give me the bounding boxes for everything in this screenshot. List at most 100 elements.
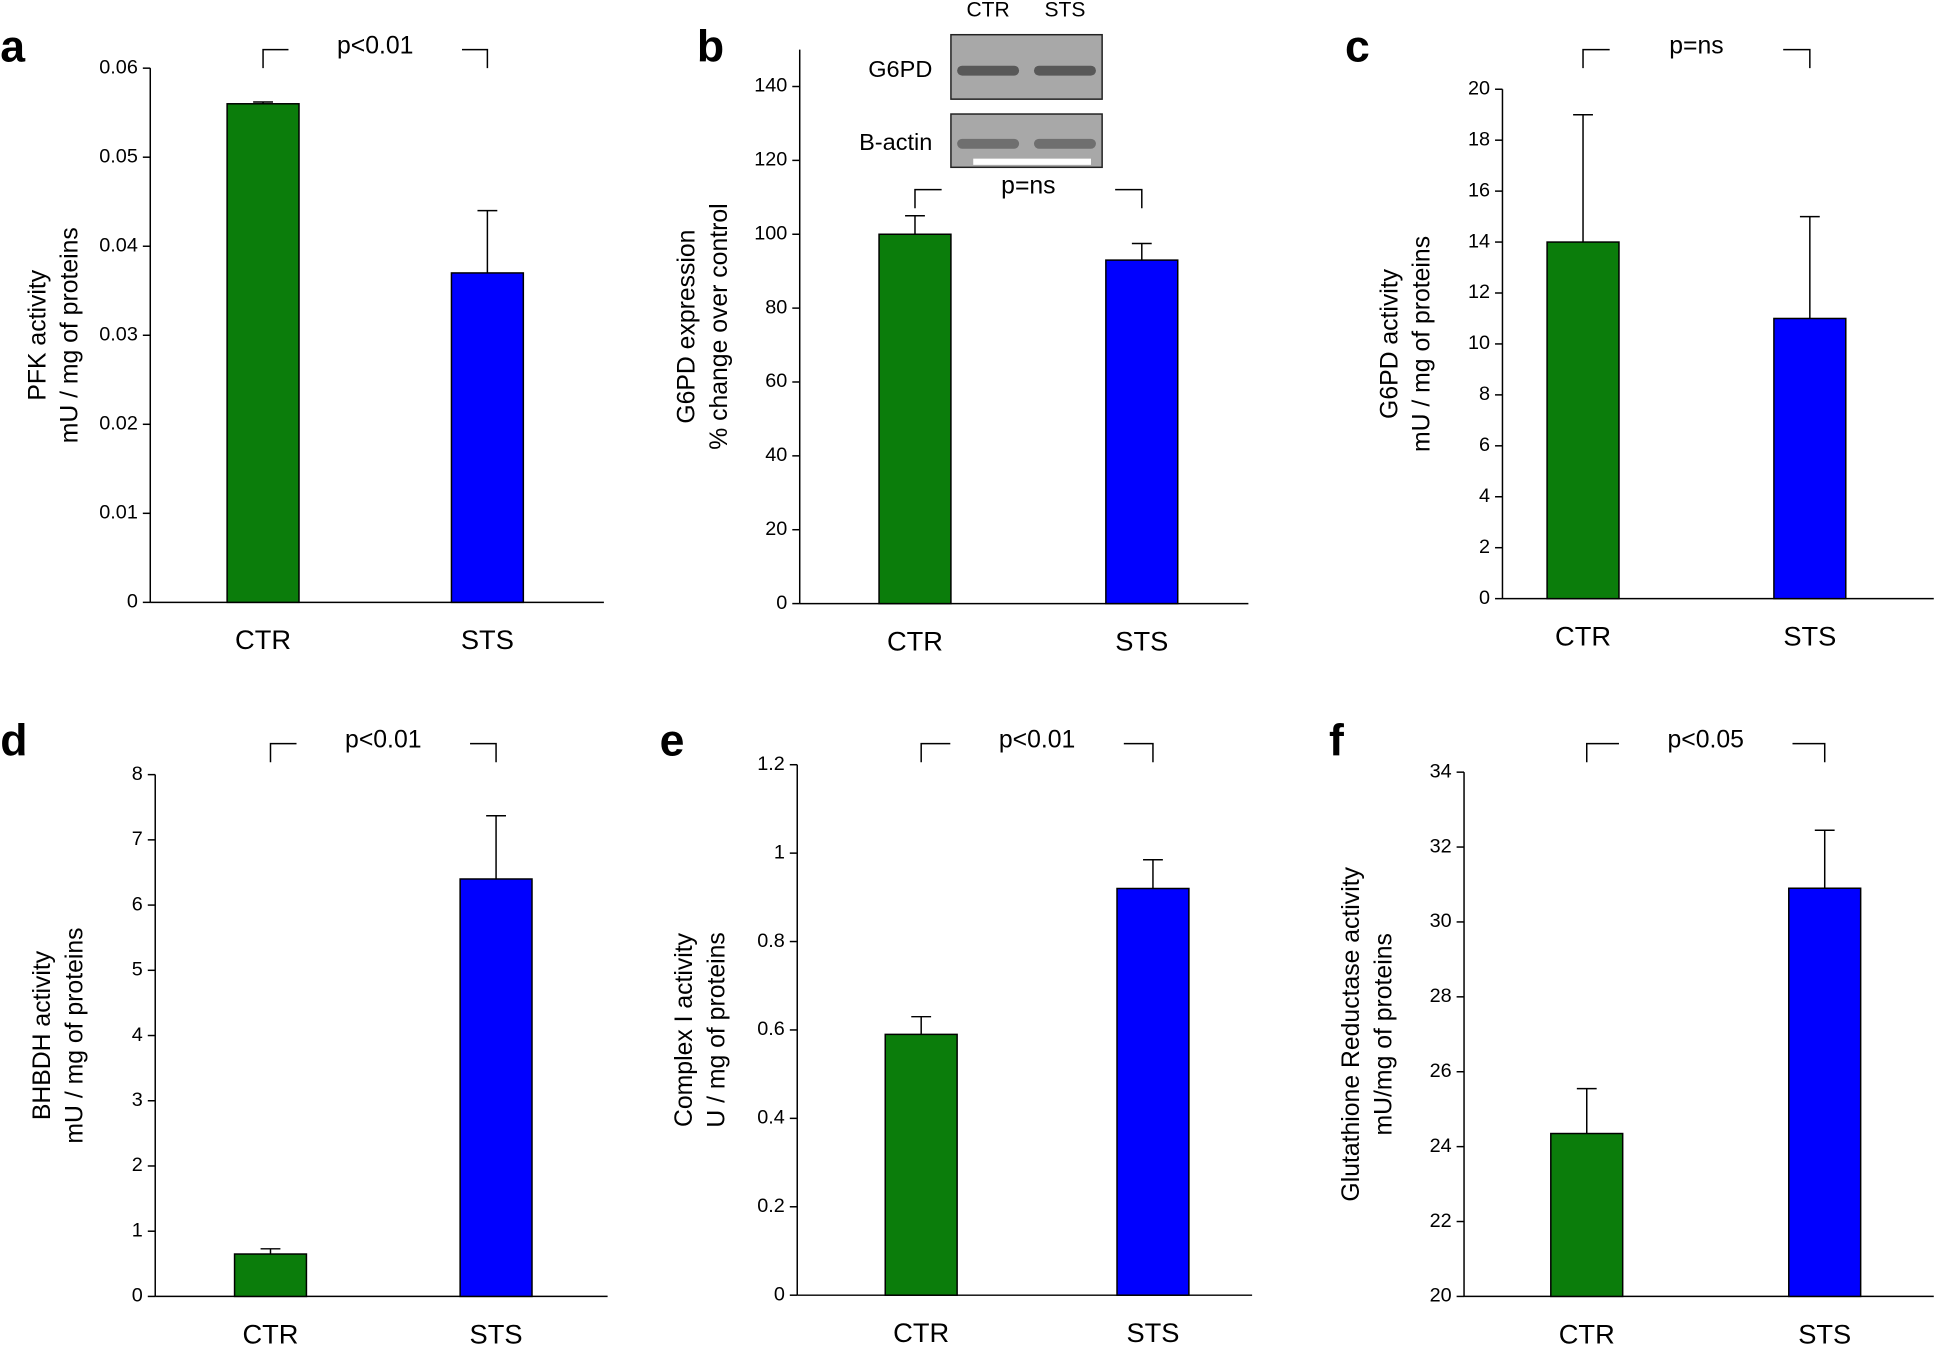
significance-label: p<0.01 [345,727,421,754]
y-tick-label: 1 [132,1219,143,1241]
y-axis-label: mU / mg of proteins [61,927,88,1143]
y-tick-label: 7 [132,828,143,850]
y-tick-label: 26 [1430,1060,1452,1082]
x-tick-label: STS [470,1318,523,1346]
y-axis-label: mU / mg of proteins [56,227,83,443]
panel-letter: f [1329,716,1344,765]
y-tick-label: 100 [754,222,787,244]
bar [450,272,525,604]
y-axis-label: G6PD activity [1376,268,1403,419]
y-tick-label: 6 [132,893,143,915]
y-tick-label: 8 [1479,383,1490,405]
y-tick-label: 18 [1468,128,1490,150]
bar [1105,259,1179,605]
panel-letter: a [0,22,26,71]
blot-band [957,65,1020,76]
y-tick-label: 0.06 [99,56,138,78]
y-tick-label: 0.4 [757,1107,785,1129]
panel-letter: e [660,716,685,765]
significance-bracket [269,742,497,763]
y-axis-label: mU / mg of proteins [1409,236,1436,452]
y-tick-label: 12 [1468,281,1490,303]
panel-letter: d [0,716,27,765]
y-tick-label: 3 [132,1089,143,1111]
y-tick-label: 0.6 [757,1018,785,1040]
y-axis-label: PFK activity [24,269,51,400]
x-tick-label: CTR [1555,620,1611,651]
y-tick-label: 22 [1430,1210,1452,1232]
significance-bracket [262,48,489,69]
x-tick-label: STS [1126,1317,1179,1346]
y-axis-label: mU/mg of proteins [1370,933,1397,1135]
significance-label: p=ns [1001,173,1055,200]
y-tick-label: 80 [765,296,787,318]
y-tick-label: 34 [1430,760,1452,782]
y-tick-label: 0 [776,592,787,614]
y-tick-label: 20 [1468,77,1490,99]
y-axis-label: Glutathione Reductase activity [1338,866,1365,1201]
bar [1788,887,1862,1298]
y-tick-label: 2 [1479,536,1490,558]
blot-lane-label: STS [1044,0,1085,22]
y-tick-label: 20 [765,518,787,540]
y-tick-label: 14 [1468,230,1490,252]
bar [884,1033,958,1296]
y-tick-label: 1.2 [757,753,785,775]
y-tick-label: 8 [132,763,143,785]
y-axis-label: Complex I activity [671,932,698,1127]
y-tick-label: 20 [1430,1285,1452,1307]
blot-band [957,138,1020,149]
significance-label: p<0.01 [999,727,1075,754]
y-tick-label: 6 [1479,434,1490,456]
x-tick-label: CTR [1559,1318,1615,1346]
panel-letter: b [697,22,724,71]
y-tick-label: 2 [132,1154,143,1176]
y-tick-label: 40 [765,444,787,466]
significance-label: p<0.01 [337,33,413,60]
y-tick-label: 0 [132,1285,143,1307]
x-tick-label: CTR [887,625,943,656]
blot-band-label: B-actin [859,129,932,155]
y-tick-label: 16 [1468,179,1490,201]
y-tick-label: 0.05 [99,145,138,167]
bar [1116,887,1190,1296]
y-tick-label: 28 [1430,985,1452,1007]
y-tick-label: 0.03 [99,323,138,345]
significance-bracket [920,742,1154,763]
bar [226,103,300,604]
x-tick-label: CTR [242,1318,298,1346]
y-tick-label: 60 [765,370,787,392]
y-tick-label: 0.04 [99,234,138,256]
blot-band [1033,138,1096,149]
y-tick-label: 0 [127,591,138,613]
significance-bracket [1586,742,1826,763]
y-tick-label: 0.01 [99,502,138,524]
blot-band [1033,65,1096,76]
y-tick-label: 0.02 [99,413,138,435]
y-tick-label: 0 [774,1283,785,1305]
x-tick-label: STS [1798,1318,1851,1346]
x-tick-label: CTR [893,1317,949,1346]
y-tick-label: 0.8 [757,930,785,952]
y-axis-label: % change over control [706,203,733,449]
y-tick-label: 4 [132,1024,143,1046]
y-tick-label: 1 [774,841,785,863]
significance-bracket [1582,48,1811,69]
y-tick-label: 4 [1479,485,1490,507]
bar [233,1253,308,1298]
bar [1546,241,1620,600]
x-tick-label: STS [461,624,514,655]
x-tick-label: STS [1115,625,1168,656]
bar [459,878,533,1298]
y-tick-label: 0.2 [757,1195,785,1217]
blot-band-label: G6PD [868,56,932,82]
y-axis-label: G6PD expression [674,230,701,424]
y-tick-label: 0 [1479,587,1490,609]
x-tick-label: STS [1783,620,1836,651]
y-tick-label: 140 [754,75,787,97]
bar [878,233,952,605]
panel-letter: c [1345,22,1370,71]
y-tick-label: 30 [1430,910,1452,932]
blot-edge [973,158,1091,165]
